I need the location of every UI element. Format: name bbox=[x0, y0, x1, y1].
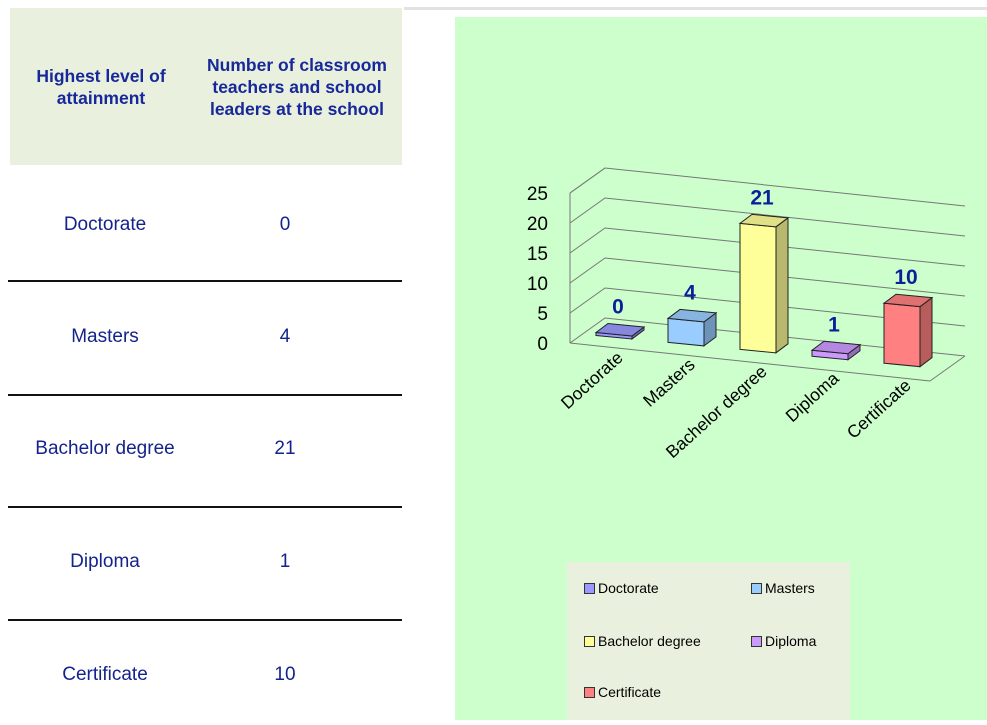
row-label: Diploma bbox=[70, 551, 140, 572]
bar-masters bbox=[666, 308, 718, 347]
row-value: 4 bbox=[279, 326, 291, 347]
legend-label: Masters bbox=[765, 580, 815, 596]
legend-item: Masters bbox=[751, 580, 815, 596]
gridline bbox=[569, 257, 966, 297]
x-tick-label: Masters bbox=[639, 354, 699, 411]
row-value: 0 bbox=[279, 214, 291, 235]
legend-label: Certificate bbox=[598, 684, 662, 700]
y-tick-label: 15 bbox=[527, 244, 548, 265]
gridline bbox=[569, 287, 966, 327]
data-label: 1 bbox=[828, 313, 840, 336]
axis-top-edge bbox=[569, 167, 606, 194]
table-row: Masters 4 bbox=[0, 326, 404, 347]
row-label: Doctorate bbox=[63, 214, 147, 235]
gridline bbox=[569, 227, 966, 267]
y-tick-label: 20 bbox=[527, 214, 548, 235]
table-row: Doctorate 0 bbox=[0, 214, 404, 235]
row-value: 10 bbox=[274, 664, 296, 685]
table-row: Bachelor degree 21 bbox=[0, 438, 404, 459]
y-tick-label: 5 bbox=[537, 304, 548, 325]
header-attainment: Highest level of attainment bbox=[10, 8, 192, 165]
legend-item: Bachelor degree bbox=[584, 633, 701, 649]
y-tick-label: 0 bbox=[537, 334, 548, 355]
attainment-table: Highest level of attainment Number of cl… bbox=[0, 0, 404, 725]
legend-label: Bachelor degree bbox=[598, 633, 701, 649]
row-divider bbox=[8, 506, 402, 508]
bar-bachelor-degree bbox=[738, 213, 790, 354]
chart-legend: Doctorate Masters Bachelor degree Diplom… bbox=[567, 562, 850, 720]
data-label: 21 bbox=[750, 186, 774, 209]
data-label: 0 bbox=[612, 296, 624, 319]
x-tick-label: Doctorate bbox=[557, 347, 627, 413]
legend-swatch bbox=[584, 635, 595, 647]
legend-swatch bbox=[751, 635, 762, 647]
legend-swatch bbox=[584, 686, 595, 698]
bar-diploma bbox=[810, 340, 862, 361]
legend-item: Doctorate bbox=[584, 580, 659, 596]
data-label: 4 bbox=[684, 281, 696, 304]
row-divider bbox=[8, 394, 402, 396]
legend-swatch bbox=[584, 582, 595, 594]
legend-item: Diploma bbox=[751, 633, 816, 649]
bar-doctorate bbox=[594, 322, 646, 340]
y-tick-label: 25 bbox=[527, 184, 548, 205]
row-value: 1 bbox=[279, 551, 291, 572]
floor-side-edge bbox=[929, 355, 966, 382]
row-divider bbox=[8, 619, 402, 621]
row-label: Masters bbox=[71, 326, 139, 347]
gridline bbox=[569, 197, 966, 237]
row-label: Bachelor degree bbox=[35, 438, 175, 459]
legend-item: Certificate bbox=[584, 684, 661, 700]
chart-bars bbox=[594, 213, 934, 368]
legend-label: Diploma bbox=[765, 633, 817, 649]
row-divider bbox=[8, 280, 402, 282]
data-label: 10 bbox=[894, 266, 917, 289]
y-tick-label: 10 bbox=[527, 274, 548, 295]
data-labels: 0 4 21 1 10 bbox=[612, 186, 918, 336]
y-axis-ticks: 0 5 10 15 20 25 bbox=[527, 184, 548, 355]
x-tick-label: Diploma bbox=[782, 368, 843, 426]
row-value: 21 bbox=[274, 438, 296, 459]
floor-edge bbox=[569, 342, 931, 382]
legend-swatch bbox=[751, 582, 762, 594]
x-tick-label: Certificate bbox=[843, 375, 915, 443]
top-rule bbox=[404, 7, 987, 10]
row-label: Certificate bbox=[62, 664, 148, 685]
table-row: Certificate 10 bbox=[0, 664, 404, 685]
header-count: Number of classroom teachers and school … bbox=[192, 8, 402, 165]
bar-certificate bbox=[882, 293, 934, 368]
table-row: Diploma 1 bbox=[0, 551, 404, 572]
legend-label: Doctorate bbox=[598, 580, 659, 596]
